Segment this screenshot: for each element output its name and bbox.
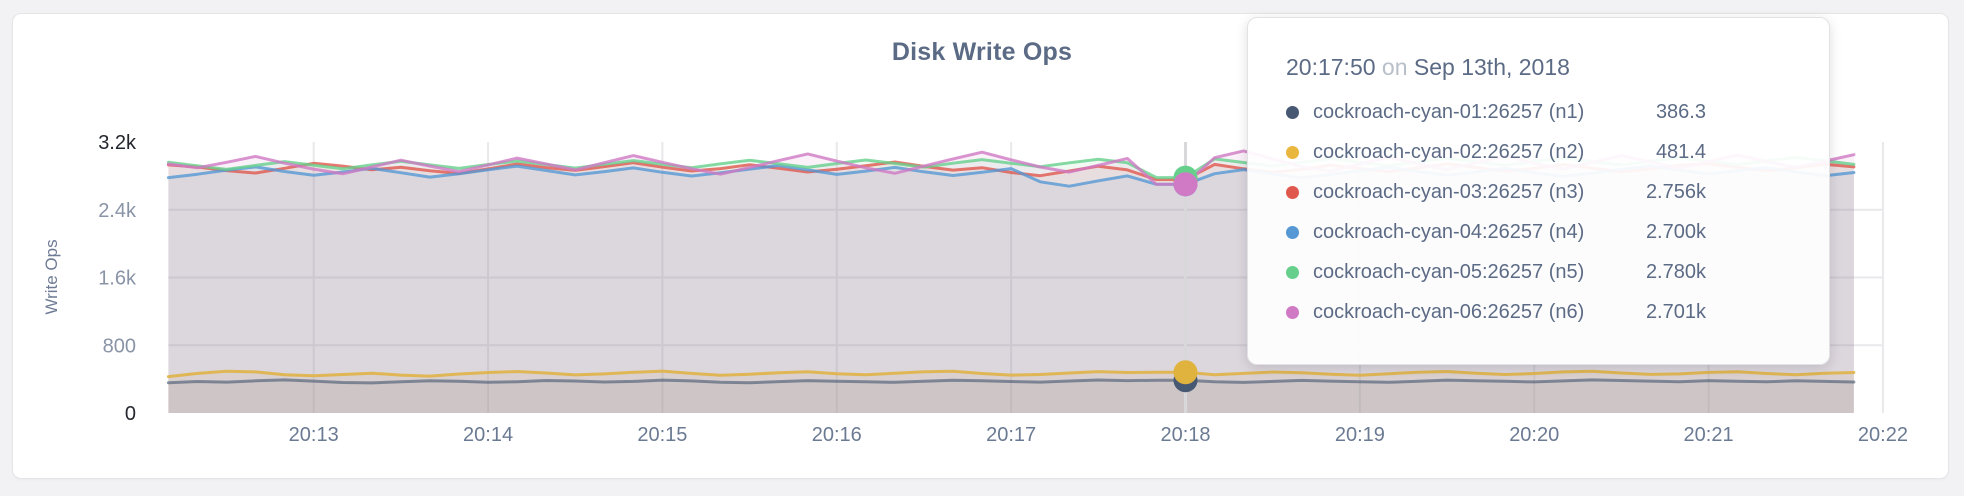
hover-point-n6	[1173, 172, 1198, 197]
tooltip-series-label: cockroach-cyan-03:26257 (n3)	[1313, 180, 1585, 203]
chart-title: Disk Write Ops	[891, 38, 1073, 66]
series-line-2	[166, 369, 1856, 379]
tooltip-series-label: cockroach-cyan-06:26257 (n6)	[1313, 300, 1585, 323]
x-tick-label: 20:14	[463, 424, 513, 446]
x-tick-label: 20:20	[1509, 424, 1559, 446]
tooltip-time: 20:17:50	[1286, 54, 1376, 80]
tooltip-series-value: 481.4	[1655, 140, 1706, 163]
tooltip-on-word: on	[1381, 54, 1408, 80]
tooltip-row: cockroach-cyan-06:26257 (n6) 2.701k	[1286, 292, 1706, 332]
x-tick-label: 20:19	[1335, 424, 1385, 446]
x-tick-label: 20:18	[1160, 424, 1210, 446]
tooltip-series-value: 2.780k	[1645, 260, 1706, 283]
y-axis-label: Write Ops	[42, 239, 61, 314]
series-dot-icon	[1286, 305, 1299, 319]
y-tick-label: 2.4k	[98, 200, 137, 222]
tooltip-rows: cockroach-cyan-01:26257 (n1) 386.3 cockroa…	[1286, 92, 1829, 332]
y-tick-label: 1.6k	[98, 268, 137, 290]
tooltip-series-value: 2.701k	[1645, 300, 1706, 323]
hover-tooltip: 20:17:50 on Sep 13th, 2018 cockroach-cya…	[1247, 17, 1830, 365]
tooltip-series-value: 2.700k	[1645, 220, 1706, 243]
tooltip-series-value: 386.3	[1655, 100, 1706, 123]
y-tick-label: 0	[125, 403, 136, 425]
x-tick-label: 20:16	[812, 424, 862, 446]
y-tick-label: 800	[103, 335, 136, 357]
x-tick-label: 20:17	[986, 424, 1036, 446]
tooltip-series-value: 2.756k	[1645, 180, 1706, 203]
x-tick-label: 20:21	[1684, 424, 1734, 446]
tooltip-row: cockroach-cyan-01:26257 (n1) 386.3	[1286, 92, 1706, 132]
series-dot-icon	[1286, 105, 1299, 119]
tooltip-row: cockroach-cyan-03:26257 (n3) 2.756k	[1286, 172, 1706, 212]
tooltip-series-label: cockroach-cyan-02:26257 (n2)	[1313, 140, 1585, 163]
x-tick-label: 20:22	[1858, 424, 1908, 446]
hover-point-n2	[1173, 360, 1198, 385]
tooltip-date: Sep 13th, 2018	[1413, 54, 1570, 80]
y-tick-label: 3.2k	[98, 132, 137, 154]
tooltip-timestamp: 20:17:50 on Sep 13th, 2018	[1286, 46, 1829, 88]
tooltip-series-label: cockroach-cyan-01:26257 (n1)	[1313, 100, 1585, 123]
x-tick-label: 20:13	[289, 424, 339, 446]
tooltip-series-label: cockroach-cyan-05:26257 (n5)	[1313, 260, 1585, 283]
tooltip-row: cockroach-cyan-04:26257 (n4) 2.700k	[1286, 212, 1706, 252]
series-dot-icon	[1286, 145, 1299, 159]
series-dot-icon	[1286, 225, 1299, 239]
series-dot-icon	[1286, 185, 1299, 199]
series-dot-icon	[1286, 265, 1299, 279]
x-tick-label: 20:15	[637, 424, 687, 446]
tooltip-row: cockroach-cyan-02:26257 (n2) 481.4	[1286, 132, 1706, 172]
series-area-1	[168, 379, 1854, 413]
series-line-1	[166, 378, 1856, 385]
tooltip-series-label: cockroach-cyan-04:26257 (n4)	[1313, 220, 1585, 243]
tooltip-row: cockroach-cyan-05:26257 (n5) 2.780k	[1286, 252, 1706, 292]
